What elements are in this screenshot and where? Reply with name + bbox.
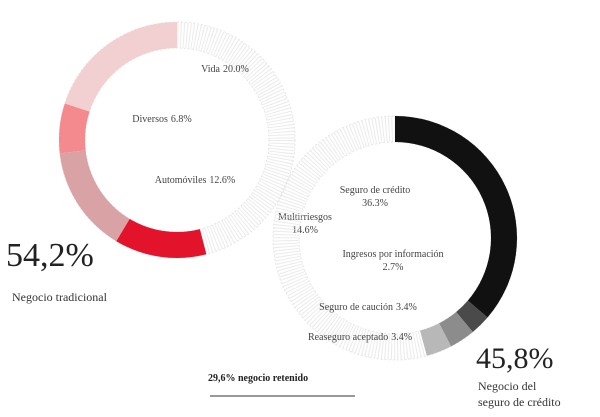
donut-segment: [64, 22, 177, 112]
ring-background: [59, 22, 295, 258]
segment-category: Reaseguro aceptado: [308, 332, 388, 343]
donut-segment: [116, 218, 207, 258]
total-left: 54,2%: [6, 237, 94, 274]
segment-value: 12.6%: [209, 175, 235, 186]
segment-label: Vida 20.0%: [201, 64, 249, 75]
segment-category: Vida: [201, 64, 220, 75]
segment-label: Reaseguro aceptado 3.4%: [308, 332, 412, 343]
caption-right: seguro de crédito: [478, 395, 561, 409]
segment-value: 3.4%: [391, 332, 412, 343]
retained-note: 29,6% negocio retenido: [208, 373, 308, 384]
segment-value: 36.3%: [362, 198, 388, 209]
caption-right: Negocio del: [478, 379, 537, 393]
segment-category: Multirriesgos: [278, 212, 332, 223]
donut-segment: [395, 116, 517, 318]
ring-edge: [58, 21, 296, 259]
segment-value: 20.0%: [223, 64, 249, 75]
donut-segment: [439, 311, 473, 347]
segment-category: Seguro de caución: [319, 302, 393, 313]
segment-value: 6.8%: [171, 114, 192, 125]
segment-label: Automóviles 12.6%: [155, 175, 236, 186]
segment-label: Diversos 6.8%: [132, 114, 191, 125]
donut-segment: [58, 103, 90, 154]
segment-value: 3.4%: [396, 302, 417, 313]
segment-category: Seguro de crédito: [340, 185, 411, 196]
ring-edge: [84, 47, 270, 233]
caption-left: Negocio tradicional: [12, 290, 108, 304]
segment-value: 14.6%: [292, 225, 318, 236]
donut-segment: [59, 150, 130, 242]
total-right: 45,8%: [476, 342, 554, 375]
segment-category: Diversos: [132, 114, 168, 125]
segment-value: 2.7%: [383, 262, 404, 273]
donut-segment: [456, 300, 488, 333]
donut-segment: [420, 323, 452, 356]
segment-label: Seguro de caución 3.4%: [319, 302, 417, 313]
segment-category: Ingresos por información: [342, 249, 443, 260]
segment-category: Automóviles: [155, 175, 207, 186]
